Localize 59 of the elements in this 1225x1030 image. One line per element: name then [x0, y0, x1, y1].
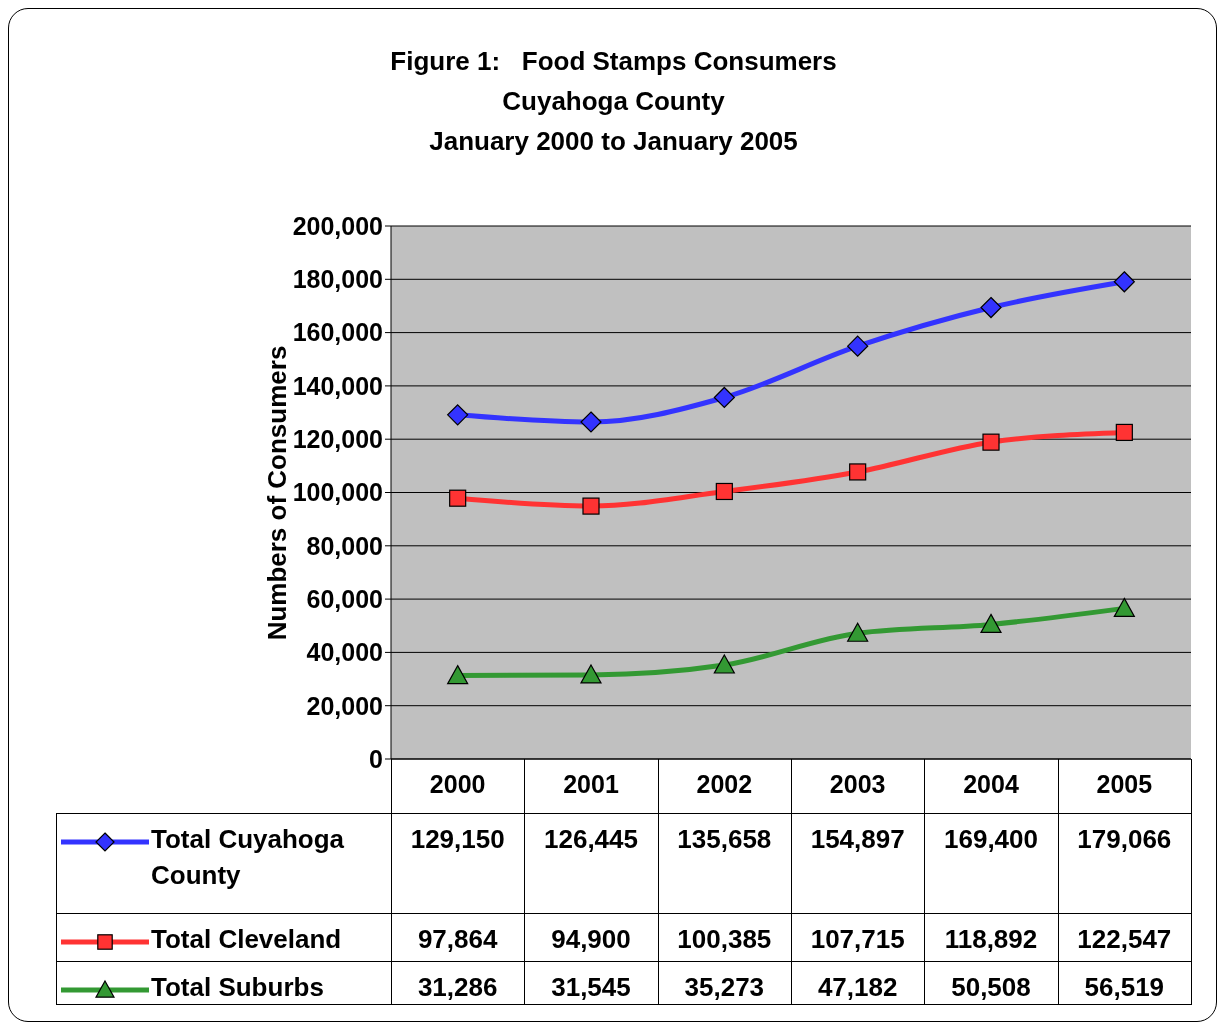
- legend-label: Total Suburbs: [151, 971, 324, 1004]
- point: [447, 665, 469, 685]
- point: [1113, 271, 1135, 293]
- y-tick-label: 200,000: [292, 211, 383, 240]
- data-label: 100,385: [676, 923, 773, 956]
- data-label: 31,286: [416, 971, 499, 1004]
- point: [980, 613, 1002, 633]
- point: [1115, 423, 1133, 442]
- data-label: 118,892: [943, 923, 1039, 956]
- legend-label: Total Cuyahoga County: [151, 823, 346, 892]
- point: [582, 497, 600, 515]
- data-label: 135,658: [676, 823, 773, 856]
- y-tick-label: 180,000: [292, 265, 383, 294]
- y-tick-label: 0: [369, 744, 383, 773]
- data-label: 47,182: [816, 971, 899, 1004]
- point: [447, 404, 469, 426]
- point: [982, 433, 1000, 451]
- y-tick-label: 60,000: [306, 584, 383, 613]
- data-label: 169,400: [943, 823, 1039, 856]
- point: [849, 463, 867, 481]
- point: [1113, 597, 1135, 617]
- point: [580, 411, 602, 433]
- y-tick-label: 120,000: [292, 425, 383, 454]
- y-tick-label: 160,000: [292, 318, 383, 347]
- legend-label: Total Cleveland: [151, 923, 342, 956]
- x-tick-label: 2005: [1096, 769, 1153, 798]
- point: [713, 386, 735, 409]
- data-label: 179,066: [1076, 823, 1173, 856]
- point: [980, 296, 1002, 319]
- point: [713, 654, 735, 674]
- data-label: 154,897: [809, 823, 906, 856]
- y-axis-title: Numbers of Consumers: [261, 345, 293, 640]
- chart-subtitle: Cuyahoga County January 2000 to January 2005: [428, 85, 799, 158]
- y-tick-label: 20,000: [306, 691, 383, 720]
- chart-title: Figure 1: Food Stamps Consumers: [389, 45, 838, 78]
- data-label: 107,715: [809, 923, 906, 956]
- data-label: 126,445: [543, 823, 639, 856]
- x-tick-label: 2003: [829, 769, 886, 798]
- data-label: 56,519: [1083, 971, 1166, 1004]
- x-tick-label: 2001: [563, 769, 619, 798]
- data-label: 122,547: [1076, 923, 1173, 956]
- y-tick-label: 40,000: [306, 638, 383, 667]
- y-tick-label: 80,000: [306, 531, 383, 560]
- x-tick-label: 2002: [696, 769, 753, 798]
- x-tick-label: 2000: [429, 769, 486, 798]
- data-label: 50,508: [950, 971, 1032, 1004]
- point: [449, 489, 467, 507]
- data-label: 94,900: [550, 923, 632, 956]
- y-tick-label: 100,000: [292, 478, 383, 507]
- point: [580, 664, 602, 684]
- point: [847, 335, 869, 357]
- data-label: 31,545: [550, 971, 632, 1004]
- data-label: 97,864: [416, 923, 499, 956]
- point: [847, 622, 869, 642]
- y-tick-label: 140,000: [292, 371, 383, 400]
- data-label: 35,273: [683, 971, 766, 1004]
- point: [715, 482, 733, 501]
- x-tick-label: 2004: [963, 769, 1019, 798]
- data-label: 129,150: [409, 823, 506, 856]
